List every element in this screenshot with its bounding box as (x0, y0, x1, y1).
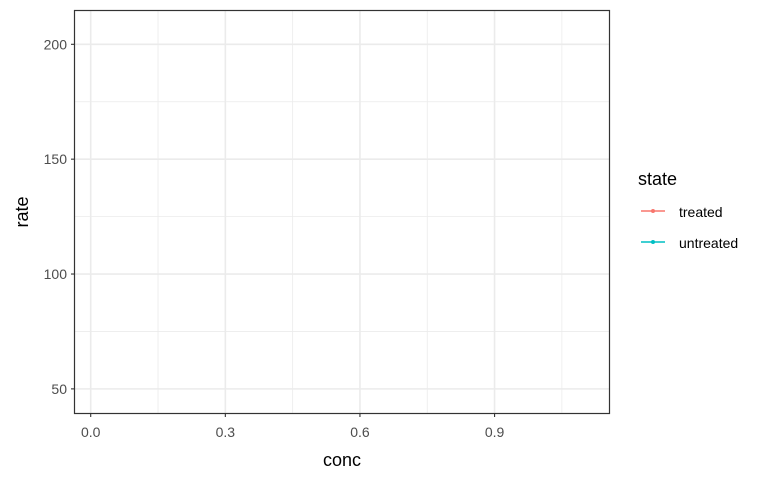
x-axis-title: conc (323, 450, 361, 470)
legend-key-point-treated (651, 209, 655, 213)
legend-label-untreated: untreated (679, 235, 738, 251)
legend-key-point-untreated (651, 240, 655, 244)
legend-label-treated: treated (679, 204, 723, 220)
y-axis-title: rate (12, 196, 32, 227)
legend-title: state (638, 169, 677, 189)
plot-panel-border (73, 9, 611, 415)
x-tick-label: 0.9 (485, 424, 505, 440)
legend-item-treated: treated (641, 204, 723, 220)
x-tick-label: 0.0 (81, 424, 101, 440)
y-tick-label: 100 (44, 266, 68, 282)
major-gridlines (75, 11, 609, 413)
y-tick-label: 150 (44, 151, 68, 167)
minor-gridlines (75, 11, 609, 413)
x-tick-label: 0.3 (216, 424, 236, 440)
x-axis-ticks: 0.0 0.3 0.6 0.9 (81, 413, 505, 440)
y-tick-label: 200 (44, 36, 68, 52)
x-tick-label: 0.6 (350, 424, 370, 440)
y-tick-label: 50 (51, 381, 67, 397)
legend: state treated untreated (638, 169, 738, 251)
legend-item-untreated: untreated (641, 235, 738, 251)
y-axis-ticks: 50 100 150 200 (44, 36, 75, 397)
